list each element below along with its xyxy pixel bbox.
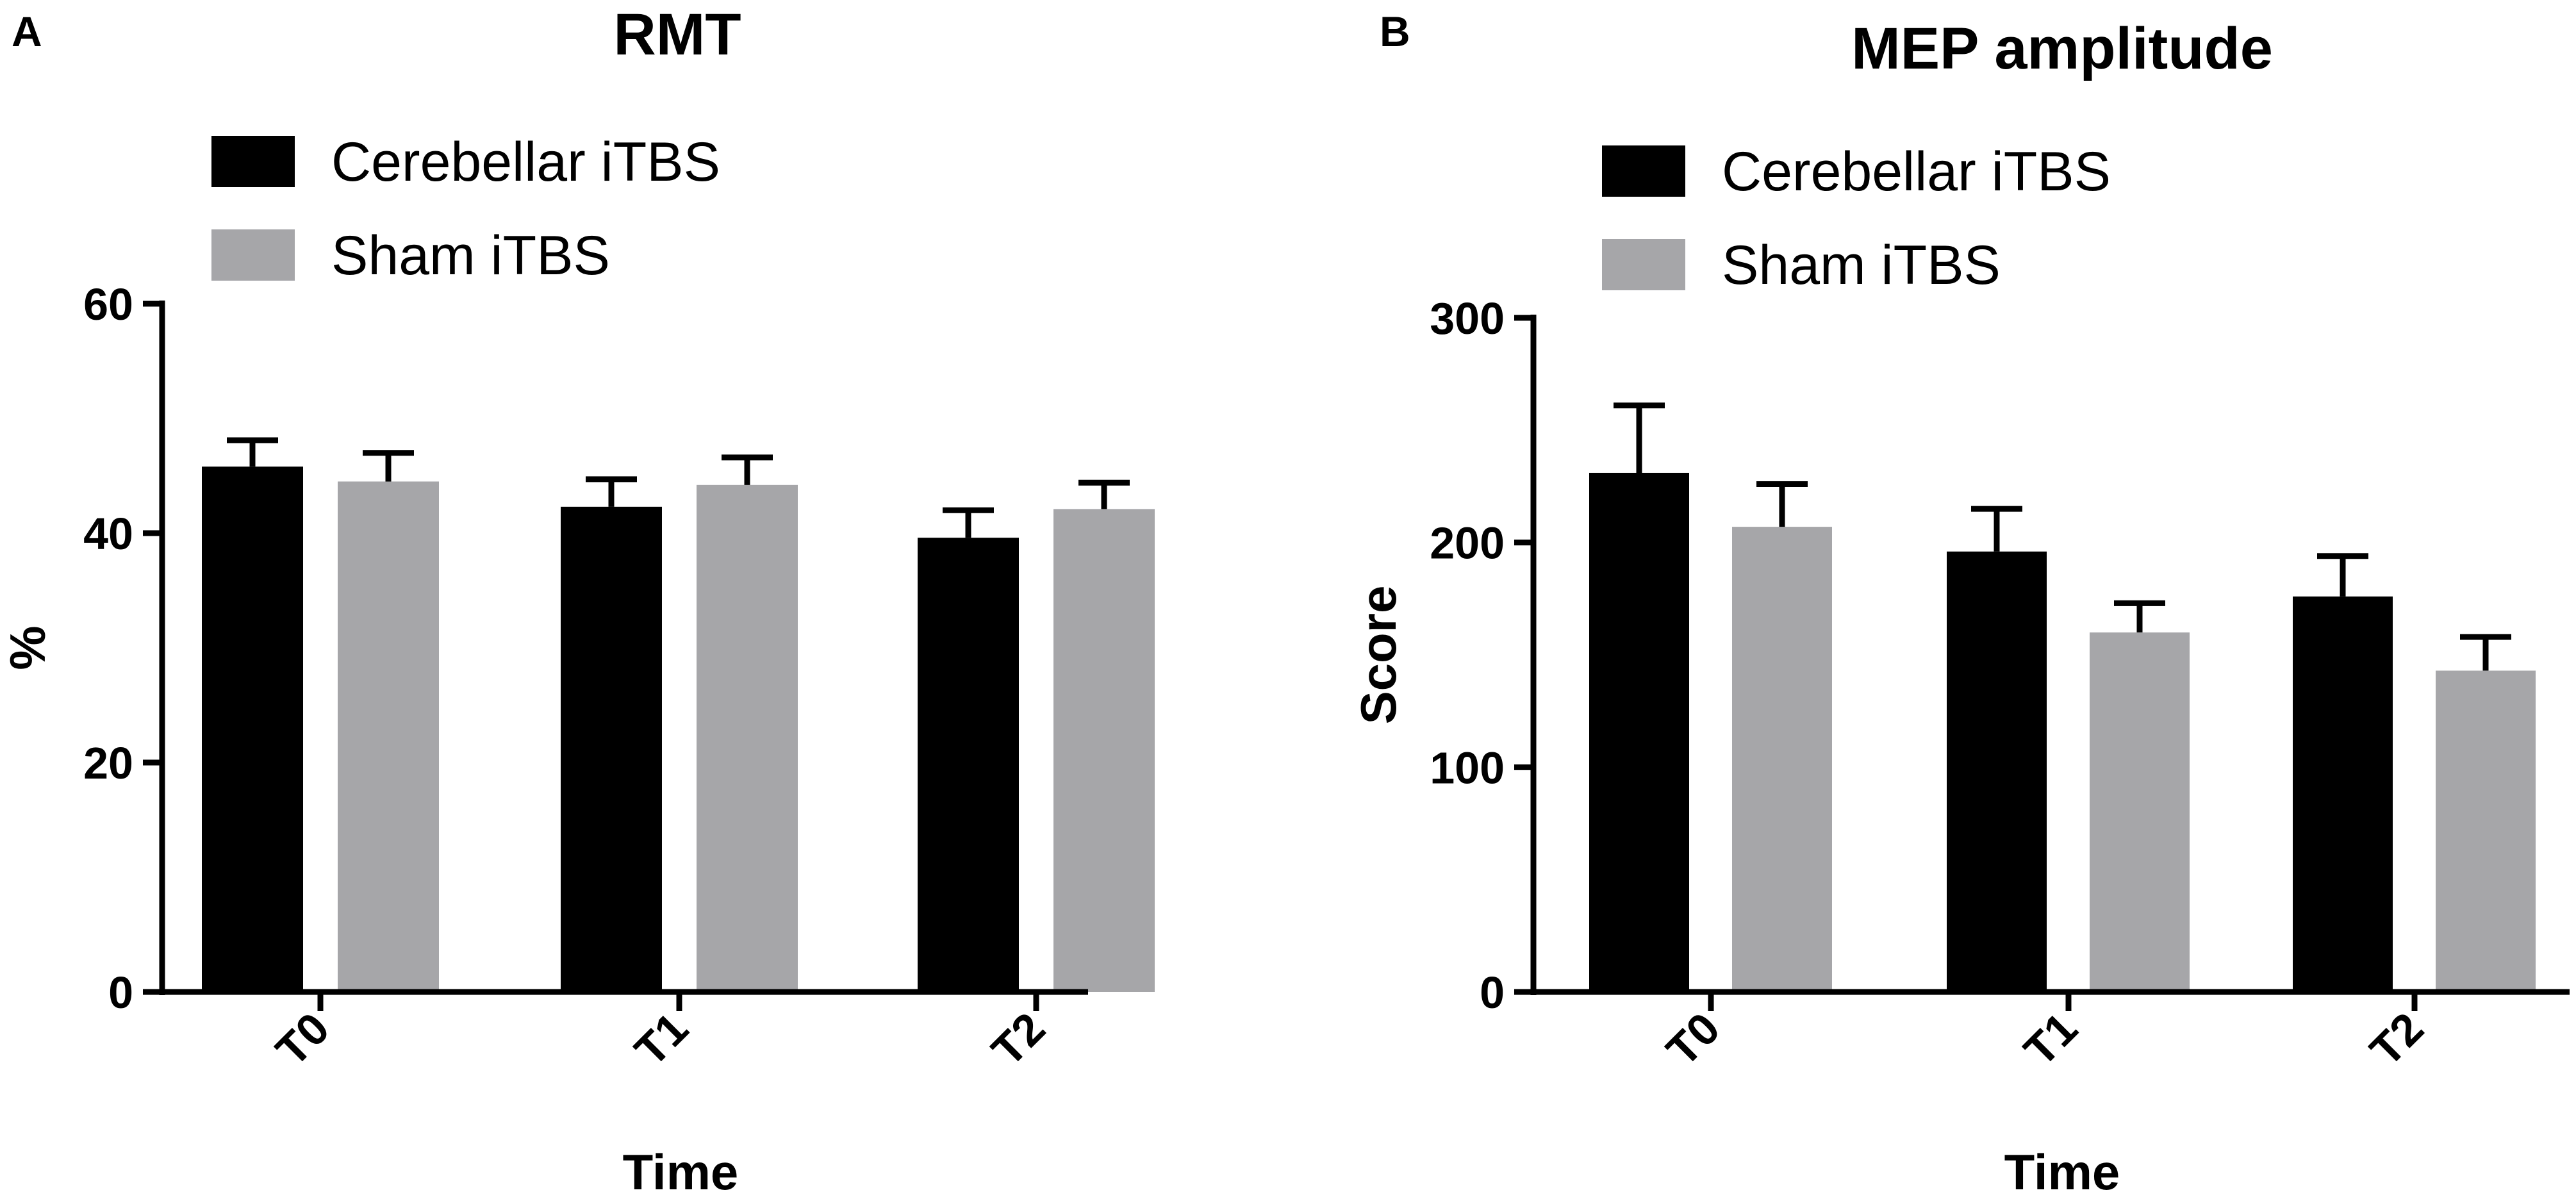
chart-title: MEP amplitude bbox=[1851, 16, 2273, 81]
bar-cerebellar-t0 bbox=[1589, 472, 1689, 992]
panel-a: A RMT Cerebellar iTBS Sham iTBS 0 20 40 60 T0 T1 T… bbox=[0, 2, 1155, 1197]
panel-letter: B bbox=[1380, 8, 1410, 55]
bar-cerebellar-t0 bbox=[202, 466, 303, 992]
x-tick-label-t1: T1 bbox=[625, 1003, 698, 1075]
legend-swatch-cerebellar bbox=[1602, 145, 1685, 197]
y-axis-title: % bbox=[0, 625, 56, 670]
legend-swatch-sham bbox=[211, 229, 295, 281]
y-tick-label: 200 bbox=[1430, 518, 1505, 568]
bar-cerebellar-t1 bbox=[1947, 551, 2047, 992]
bar-sham-t1 bbox=[697, 484, 798, 992]
x-tick-label-t0: T0 bbox=[267, 1003, 339, 1075]
x-tick-label-t1: T1 bbox=[2015, 1003, 2087, 1075]
y-tick-label: 40 bbox=[83, 509, 133, 559]
x-axis-title: Time bbox=[623, 1144, 739, 1197]
legend-swatch-sham bbox=[1602, 239, 1685, 290]
y-tick-label: 20 bbox=[83, 738, 133, 788]
legend-label: Cerebellar iTBS bbox=[1722, 141, 2111, 202]
x-tick-label-t2: T2 bbox=[982, 1003, 1055, 1075]
chart-title: RMT bbox=[613, 2, 741, 67]
bar-sham-t2 bbox=[2436, 670, 2536, 992]
bar-cerebellar-t1 bbox=[561, 506, 662, 992]
legend-swatch-cerebellar bbox=[211, 136, 295, 187]
y-tick-label: 100 bbox=[1430, 743, 1505, 793]
bar-sham-t2 bbox=[1053, 509, 1155, 992]
bar-sham-t1 bbox=[2090, 632, 2190, 992]
y-tick-label: 60 bbox=[83, 279, 133, 329]
legend-label: Sham iTBS bbox=[331, 225, 610, 286]
y-tick-label: 300 bbox=[1430, 293, 1505, 343]
y-axis-title: Score bbox=[1350, 586, 1407, 725]
y-tick-label: 0 bbox=[108, 968, 133, 1018]
legend-label: Sham iTBS bbox=[1722, 235, 2001, 296]
bar-sham-t0 bbox=[338, 481, 439, 992]
x-tick-label-t0: T0 bbox=[1657, 1003, 1730, 1075]
x-axis-title: Time bbox=[2004, 1144, 2120, 1197]
panel-b: B MEP amplitude Cerebellar iTBS Sham iTBS 0 1… bbox=[1350, 8, 2570, 1197]
bar-sham-t0 bbox=[1732, 527, 1832, 992]
bar-cerebellar-t2 bbox=[2293, 596, 2393, 992]
bar-cerebellar-t2 bbox=[918, 538, 1019, 992]
y-tick-label: 0 bbox=[1480, 968, 1505, 1018]
panel-letter: A bbox=[12, 8, 42, 55]
legend-label: Cerebellar iTBS bbox=[331, 131, 720, 193]
x-tick-label-t2: T2 bbox=[2361, 1003, 2433, 1075]
